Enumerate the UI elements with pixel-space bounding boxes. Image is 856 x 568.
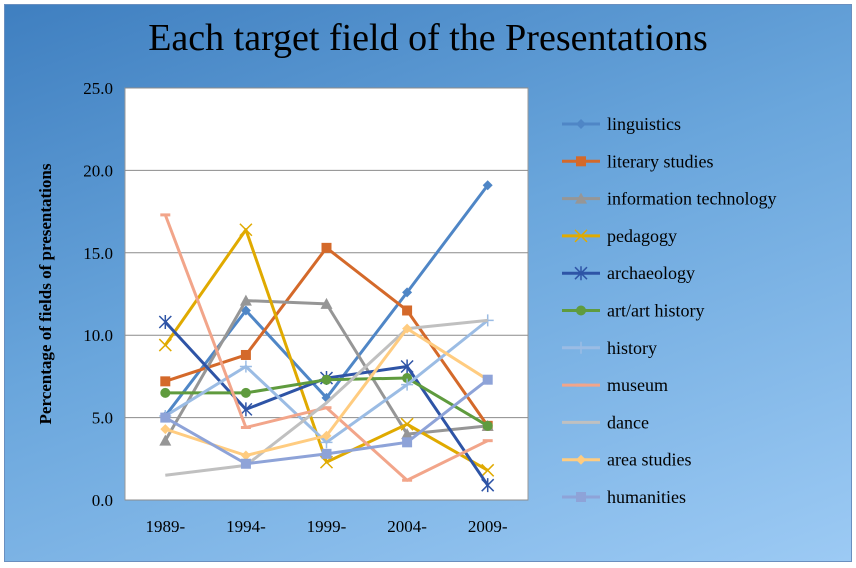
x-tick-label: 1994- (226, 517, 266, 536)
legend-marker (574, 229, 588, 243)
data-point (481, 463, 495, 477)
data-point (160, 387, 171, 398)
data-point (239, 223, 253, 237)
data-point (400, 417, 414, 431)
legend-marker (576, 119, 586, 129)
data-point (402, 323, 413, 334)
data-point (401, 378, 414, 391)
legend-marker (574, 266, 588, 281)
data-point (321, 242, 332, 253)
legend-marker (576, 156, 586, 167)
series-line-dance (165, 318, 488, 477)
data-point (400, 359, 414, 374)
data-point (321, 430, 332, 441)
legend-marker (575, 192, 587, 204)
legend-label: information technology (607, 189, 776, 209)
data-point (482, 180, 493, 191)
legend-label: literary studies (607, 151, 713, 171)
data-point (321, 448, 332, 459)
data-point (160, 376, 171, 387)
data-point (240, 450, 251, 461)
legend-marker (576, 305, 586, 316)
data-point (240, 458, 251, 469)
legend-label: art/art history (607, 301, 704, 321)
data-point (402, 287, 413, 298)
data-point (239, 294, 252, 306)
legend-marker (575, 341, 587, 354)
x-tick-label: 1999- (307, 517, 347, 536)
data-point (159, 434, 172, 446)
legend-label: pedagogy (607, 226, 677, 246)
legend-label: humanities (607, 487, 686, 507)
y-tick-label: 25.0 (83, 79, 113, 98)
data-point (482, 420, 493, 431)
y-tick-label: 0.0 (92, 491, 113, 510)
x-tick-label: 2009- (468, 517, 508, 536)
y-tick-label: 20.0 (83, 161, 113, 180)
chart-title: Each target field of the Presentations (148, 17, 708, 59)
legend-label: history (607, 338, 657, 358)
data-point (158, 315, 172, 330)
data-point (321, 374, 332, 385)
data-point (160, 412, 171, 423)
y-tick-label: 5.0 (92, 409, 113, 428)
legend-label: linguistics (607, 114, 681, 134)
data-point (401, 428, 414, 440)
data-point (240, 387, 251, 398)
data-point (239, 360, 252, 373)
data-point (320, 297, 333, 309)
x-tick-label: 2004- (387, 517, 427, 536)
data-point (240, 305, 251, 316)
data-point (240, 349, 251, 360)
y-tick-label: 15.0 (83, 244, 113, 263)
legend-label: dance (607, 412, 649, 432)
data-point (402, 305, 413, 316)
y-axis-label: Percentage of fields of presentations (36, 163, 55, 424)
legend-marker (576, 492, 586, 502)
y-tick-label: 10.0 (83, 326, 113, 345)
data-point (402, 373, 413, 384)
data-point (160, 424, 171, 435)
legend-label: museum (607, 375, 668, 395)
legend-label: area studies (607, 450, 691, 470)
x-tick-label: 1989- (145, 517, 185, 536)
legend-marker (576, 454, 586, 465)
data-point (402, 437, 413, 448)
legend-label: archaeology (607, 263, 695, 283)
data-point (481, 478, 495, 493)
data-point (158, 338, 172, 352)
data-point (482, 374, 493, 385)
